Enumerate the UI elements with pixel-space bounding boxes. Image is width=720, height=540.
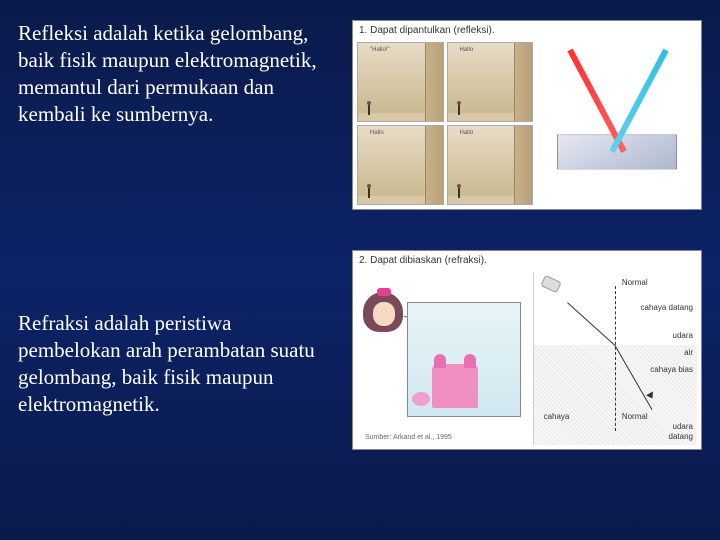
echo-label: Hallo xyxy=(460,47,474,53)
echo-cell: Hallo xyxy=(357,125,444,205)
label-cahaya-bias: cahaya bias xyxy=(650,365,693,374)
label-udara-lower: udara xyxy=(673,422,693,431)
echo-label: "Hallo!" xyxy=(370,47,390,53)
cliff xyxy=(514,126,532,204)
label-normal: Normal xyxy=(622,278,648,287)
teapot-icon xyxy=(412,392,430,406)
aquarium-source: Sumber: Arkand et al., 1995 xyxy=(365,434,452,441)
echo-cell: Hallo xyxy=(447,125,534,205)
row-reflection: Refleksi adalah ketika gelombang, baik f… xyxy=(18,20,702,210)
label-cahaya-datang: cahaya datang xyxy=(641,303,694,312)
figure1-caption: 1. Dapat dipantulkan (refleksi). xyxy=(353,21,701,38)
reflection-text: Refleksi adalah ketika gelombang, baik f… xyxy=(18,20,338,128)
label-air: air xyxy=(684,348,693,357)
person-icon xyxy=(366,184,372,198)
girl-icon xyxy=(363,292,403,340)
normal-line xyxy=(615,286,616,431)
lamp-icon xyxy=(542,278,566,294)
cliff xyxy=(514,43,532,121)
label-normal-lower: Normal xyxy=(622,412,648,421)
cliff xyxy=(425,43,443,121)
echo-label: Hallo xyxy=(370,130,384,136)
face xyxy=(373,302,395,326)
figure-refraction: 2. Dapat dibiaskan (refraksi). Sumber: A… xyxy=(352,250,702,450)
slide-container: Refleksi adalah ketika gelombang, baik f… xyxy=(0,0,720,540)
mirror-reflection-panel xyxy=(537,42,697,205)
row-refraction: Refraksi adalah peristiwa pembelokan ara… xyxy=(18,250,702,450)
figure-reflection: 1. Dapat dipantulkan (refleksi). "Hallo!… xyxy=(352,20,702,210)
echo-grid: "Hallo!" Hallo Hallo xyxy=(357,42,533,205)
cliff xyxy=(425,126,443,204)
aquarium-panel: Sumber: Arkand et al., 1995 xyxy=(357,272,529,445)
person-icon xyxy=(456,184,462,198)
figure2-caption: 2. Dapat dibiaskan (refraksi). xyxy=(353,251,701,268)
person-icon xyxy=(366,101,372,115)
echo-cell: Hallo xyxy=(447,42,534,122)
refraction-text: Refraksi adalah peristiwa pembelokan ara… xyxy=(18,310,338,418)
label-udara: udara xyxy=(673,331,693,340)
label-cahaya-lower: cahaya xyxy=(544,412,570,421)
echo-label: Hallo xyxy=(460,130,474,136)
incident-ray xyxy=(567,302,615,346)
person-icon xyxy=(456,101,462,115)
echo-cell: "Hallo!" xyxy=(357,42,444,122)
figure2-body: Sumber: Arkand et al., 1995 Normal cahay… xyxy=(353,268,701,449)
bow-icon xyxy=(377,288,391,296)
figure1-body: "Hallo!" Hallo Hallo xyxy=(353,38,701,209)
refraction-diagram: Normal cahaya datang udara air cahaya bi… xyxy=(533,272,697,445)
label-datang: datang xyxy=(669,432,693,441)
castle-icon xyxy=(432,364,478,408)
aquarium-tank xyxy=(407,302,521,417)
